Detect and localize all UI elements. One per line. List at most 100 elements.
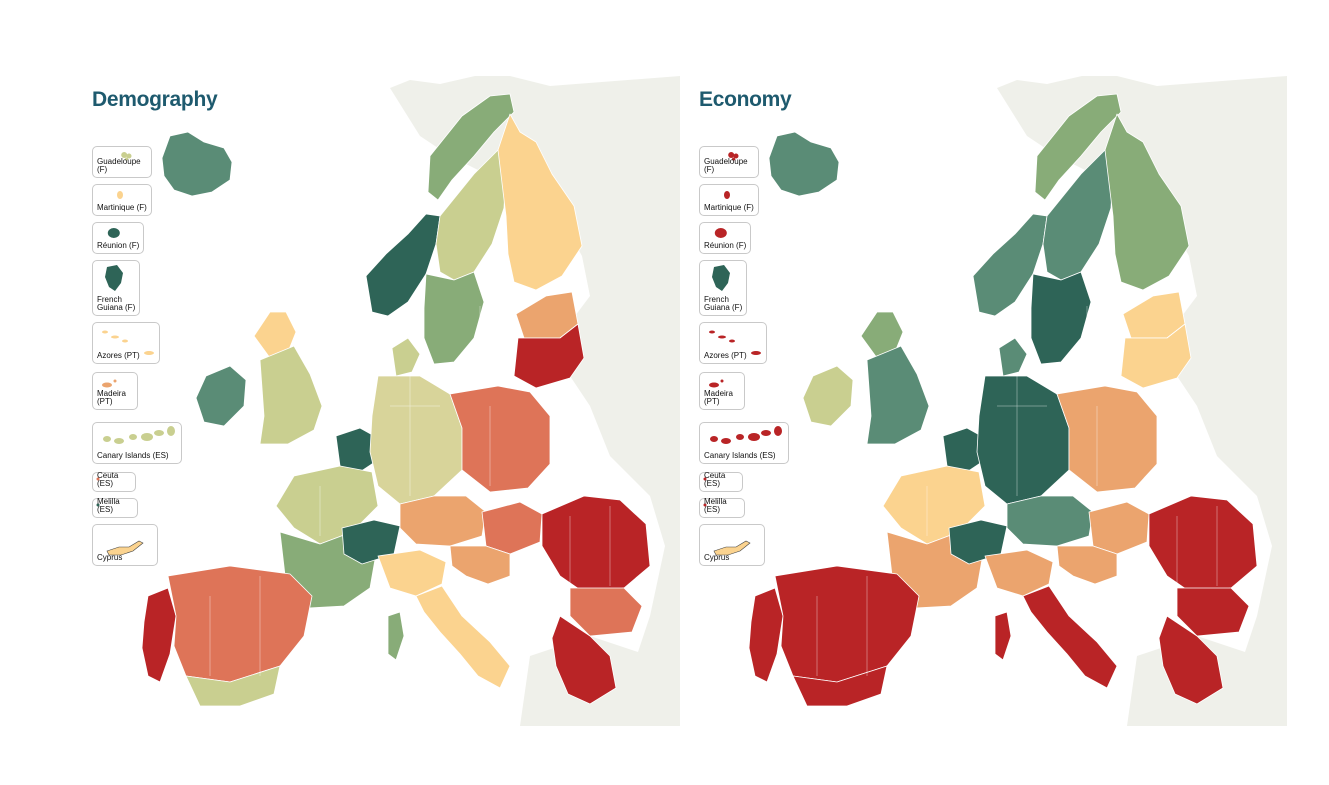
- inset-canary-islands-es: Canary Islands (ES): [92, 422, 182, 464]
- inset-r-union-f: Réunion (F): [699, 222, 751, 254]
- inset-madeira-pt: Madeira (PT): [699, 372, 745, 410]
- inset-canary-islands-es: Canary Islands (ES): [699, 422, 789, 464]
- inset-label: Canary Islands (ES): [704, 451, 776, 460]
- inset-guadeloupe-f: Guadeloupe (F): [699, 146, 759, 178]
- inset-martinique-f: Martinique (F): [92, 184, 152, 216]
- non-eu-land-0: [390, 76, 680, 726]
- inset-label: Canary Islands (ES): [97, 451, 169, 460]
- region-bulgaria: [1176, 587, 1250, 637]
- region-poland: [1056, 385, 1158, 493]
- inset-territory-shape: [700, 185, 760, 217]
- region-sweden-north: [435, 149, 507, 281]
- economy-map: [748, 76, 1287, 726]
- region-greece: [1158, 615, 1224, 705]
- region-portugal: [141, 587, 177, 683]
- inset-label: Melilla (ES): [704, 497, 727, 514]
- region-denmark: [998, 337, 1028, 377]
- inset-melilla-es: Melilla (ES): [92, 498, 138, 518]
- inset-ceuta-es: Ceuta (ES): [92, 472, 136, 492]
- demography-map: [141, 76, 680, 726]
- inset-territory-shape: [93, 423, 183, 465]
- inset-azores-pt: Azores (PT): [699, 322, 767, 364]
- region-belarus-like: [513, 323, 585, 389]
- region-finland: [1104, 113, 1190, 291]
- region-greece: [551, 615, 617, 705]
- demography-map-panel: Demography Guadeloupe (F) Martinique (F) R…: [90, 76, 680, 726]
- inset-territory-shape: [93, 261, 141, 317]
- region-ireland: [802, 365, 854, 427]
- inset-territory-shape: [700, 261, 748, 317]
- region-denmark: [391, 337, 421, 377]
- region-italy-north: [984, 549, 1054, 597]
- region-poland: [449, 385, 551, 493]
- region-spain-south: [792, 665, 888, 707]
- economy-title: Economy: [699, 88, 792, 111]
- inset-territory-shape: [700, 373, 746, 411]
- region-borders: [816, 306, 1218, 676]
- inset-label: French Guiana (F): [97, 295, 136, 312]
- region-sweden-south: [1030, 271, 1092, 365]
- region-spain: [167, 565, 313, 683]
- inset-territory-shape: [93, 499, 139, 519]
- region-italy-south: [415, 585, 511, 689]
- region-hungary: [1088, 501, 1150, 555]
- region-germany: [976, 375, 1070, 505]
- economy-map-panel: Economy Guadeloupe (F) Martinique (F) Réun…: [697, 76, 1287, 726]
- inset-territory-shape: [93, 473, 137, 493]
- region-romania: [541, 495, 651, 595]
- inset-label: Ceuta (ES): [704, 471, 726, 488]
- inset-territory-shape: [700, 473, 744, 493]
- inset-territory-shape: [700, 499, 746, 519]
- inset-label: Réunion (F): [704, 241, 747, 250]
- inset-territory-shape: [700, 147, 760, 179]
- inset-french-guiana-f: French Guiana (F): [699, 260, 747, 316]
- region-austria-czech: [1006, 495, 1094, 547]
- inset-territory-shape: [700, 323, 768, 365]
- region-croatia: [449, 545, 511, 585]
- inset-label: Cyprus: [704, 553, 730, 562]
- inset-label: Cyprus: [97, 553, 123, 562]
- region-uk-south: [259, 345, 323, 445]
- inset-madeira-pt: Madeira (PT): [92, 372, 138, 410]
- region-finland: [497, 113, 583, 291]
- inset-martinique-f: Martinique (F): [699, 184, 759, 216]
- region-borders: [209, 306, 611, 676]
- inset-territory-shape: [93, 525, 159, 567]
- inset-label: Azores (PT): [97, 351, 140, 360]
- inset-label: Martinique (F): [97, 203, 147, 212]
- inset-territory-shape: [93, 223, 145, 255]
- region-italy-north: [377, 549, 447, 597]
- region-uk-south: [866, 345, 930, 445]
- inset-territory-shape: [93, 147, 153, 179]
- inset-label: Guadeloupe (F): [704, 157, 748, 174]
- region-iceland: [768, 131, 840, 197]
- region-sweden-north: [1042, 149, 1114, 281]
- region-sardinia: [387, 611, 405, 661]
- inset-territory-shape: [93, 373, 139, 411]
- region-italy-south: [1022, 585, 1118, 689]
- region-croatia: [1056, 545, 1118, 585]
- region-sardinia: [994, 611, 1012, 661]
- region-iceland: [161, 131, 233, 197]
- inset-label: Madeira (PT): [97, 389, 126, 406]
- region-romania: [1148, 495, 1258, 595]
- inset-guadeloupe-f: Guadeloupe (F): [92, 146, 152, 178]
- region-hungary: [481, 501, 543, 555]
- inset-label: Madeira (PT): [704, 389, 733, 406]
- region-norway-north: [427, 93, 515, 201]
- region-sweden-south: [423, 271, 485, 365]
- inset-cyprus: Cyprus: [92, 524, 158, 566]
- inset-label: French Guiana (F): [704, 295, 743, 312]
- inset-territory-shape: [700, 423, 790, 465]
- inset-label: Ceuta (ES): [97, 471, 119, 488]
- inset-label: Réunion (F): [97, 241, 140, 250]
- inset-label: Melilla (ES): [97, 497, 120, 514]
- demography-title: Demography: [92, 88, 218, 111]
- region-germany: [369, 375, 463, 505]
- inset-ceuta-es: Ceuta (ES): [699, 472, 743, 492]
- inset-azores-pt: Azores (PT): [92, 322, 160, 364]
- non-eu-land-0: [997, 76, 1287, 726]
- region-norway-north: [1034, 93, 1122, 201]
- inset-french-guiana-f: French Guiana (F): [92, 260, 140, 316]
- inset-territory-shape: [700, 223, 752, 255]
